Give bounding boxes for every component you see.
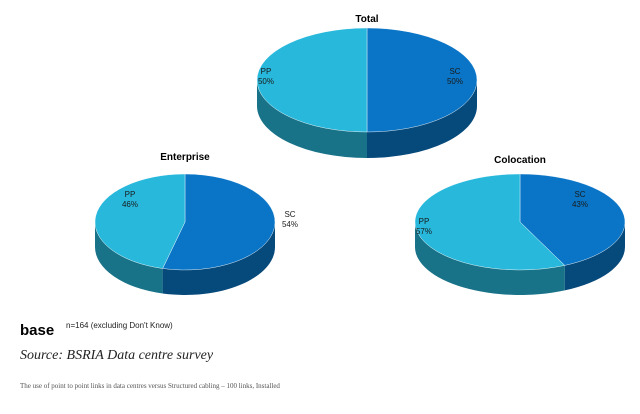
slice-value-pp: 46% <box>122 200 138 209</box>
slice-value-sc: 43% <box>572 200 588 209</box>
pie-enterprise <box>94 173 276 296</box>
slice-side-pp <box>257 80 367 158</box>
slice-pp <box>256 27 368 133</box>
slice-pp <box>94 173 186 269</box>
base-label: base <box>20 322 55 339</box>
slice-side-sc <box>367 80 477 158</box>
slice-sc <box>366 27 478 133</box>
slice-side-sc <box>564 222 625 291</box>
slice-value-pp: 50% <box>258 77 274 86</box>
slice-sc <box>162 173 276 271</box>
slice-label-sc: SC <box>284 210 295 219</box>
slice-side-pp <box>95 222 163 294</box>
chart-title: Enterprise <box>160 152 210 163</box>
slice-side-pp <box>415 222 565 296</box>
slice-side-sc <box>162 222 275 296</box>
slice-value-sc: 50% <box>447 77 463 86</box>
slice-label-sc: SC <box>449 67 460 76</box>
chart-title: Colocation <box>494 155 546 166</box>
slice-label-pp: PP <box>125 190 136 199</box>
chart-title: Total <box>355 14 378 25</box>
slice-sc <box>519 173 626 266</box>
base-note: n=164 (excluding Don't Know) <box>66 321 173 330</box>
slice-label-pp: PP <box>419 217 430 226</box>
pie-colocation <box>414 173 626 296</box>
footnote: The use of point to point links in data … <box>20 382 280 390</box>
pie-total <box>256 27 478 158</box>
slice-value-sc: 54% <box>282 220 298 229</box>
slice-value-pp: 57% <box>416 227 432 236</box>
slice-pp <box>414 173 566 271</box>
source-line: Source: BSRIA Data centre survey <box>20 348 214 363</box>
slice-label-sc: SC <box>574 190 585 199</box>
slice-label-pp: PP <box>261 67 272 76</box>
